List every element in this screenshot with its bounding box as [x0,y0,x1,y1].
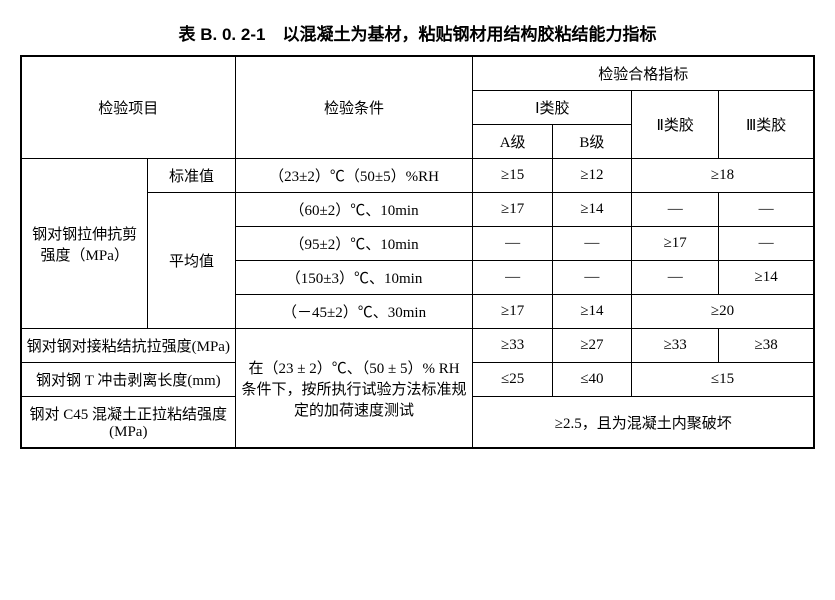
cell-val: — [552,261,631,295]
table-title: 表 B. 0. 2-1 以混凝土为基材，粘贴钢材用结构胶粘结能力指标 [20,20,815,45]
cell-val: — [473,227,552,261]
cell-val: ≥17 [473,193,552,227]
hdr-gradeB: B级 [552,125,631,159]
cell-val: ≤40 [552,363,631,397]
cell-val: ≥33 [473,329,552,363]
cell-cond-shared: 在（23 ± 2）℃、（50 ± 5）% RH 条件下，按所执行试验方法标准规定… [235,329,473,449]
cell-val: ≥18 [632,159,814,193]
header-row-1: 检验项目 检验条件 检验合格指标 [21,56,814,91]
cell-sub-average: 平均值 [148,193,235,329]
hdr-gradeA: A级 [473,125,552,159]
cell-cond-2: （60±2）℃、10min [235,193,473,227]
cell-val: ≥17 [473,295,552,329]
hdr-inspection-condition: 检验条件 [235,56,473,159]
cell-cond-4: （150±3）℃、10min [235,261,473,295]
cell-val: — [719,193,814,227]
cell-val: ≥14 [552,295,631,329]
cell-sub-standard: 标准值 [148,159,235,193]
cell-val: ≤15 [632,363,814,397]
cell-val: — [719,227,814,261]
cell-cond-5: （－45±2）℃、30min [235,295,473,329]
cell-val: ≥17 [632,227,719,261]
cell-val: ≤25 [473,363,552,397]
cell-cond-3: （95±2）℃、10min [235,227,473,261]
table-row: 钢对钢对接粘结抗拉强度(MPa) 在（23 ± 2）℃、（50 ± 5）% RH… [21,329,814,363]
data-table: 检验项目 检验条件 检验合格指标 Ⅰ类胶 Ⅱ类胶 Ⅲ类胶 A级 B级 钢对钢拉伸… [20,55,815,449]
cell-val: — [632,261,719,295]
hdr-pass-criteria: 检验合格指标 [473,56,814,91]
cell-item-tpeel: 钢对钢 T 冲击剥离长度(mm) [21,363,235,397]
cell-val-cohesive: ≥2.5，且为混凝土内聚破坏 [473,397,814,449]
cell-val: — [473,261,552,295]
cell-val: ≥15 [473,159,552,193]
hdr-type3: Ⅲ类胶 [719,91,814,159]
hdr-inspection-item: 检验项目 [21,56,235,159]
cell-val: ≥33 [632,329,719,363]
hdr-type2: Ⅱ类胶 [632,91,719,159]
cell-val: — [632,193,719,227]
cell-cond-1: （23±2）℃（50±5）%RH [235,159,473,193]
hdr-type1: Ⅰ类胶 [473,91,632,125]
cell-item-shear: 钢对钢拉伸抗剪强度（MPa） [21,159,148,329]
cell-val: ≥20 [632,295,814,329]
table-row: 钢对钢拉伸抗剪强度（MPa） 标准值 （23±2）℃（50±5）%RH ≥15 … [21,159,814,193]
cell-val: — [552,227,631,261]
cell-val: ≥12 [552,159,631,193]
cell-val: ≥14 [552,193,631,227]
cell-item-c45: 钢对 C45 混凝土正拉粘结强度(MPa) [21,397,235,449]
cell-val: ≥14 [719,261,814,295]
cell-val: ≥27 [552,329,631,363]
cell-item-tensile: 钢对钢对接粘结抗拉强度(MPa) [21,329,235,363]
cell-val: ≥38 [719,329,814,363]
